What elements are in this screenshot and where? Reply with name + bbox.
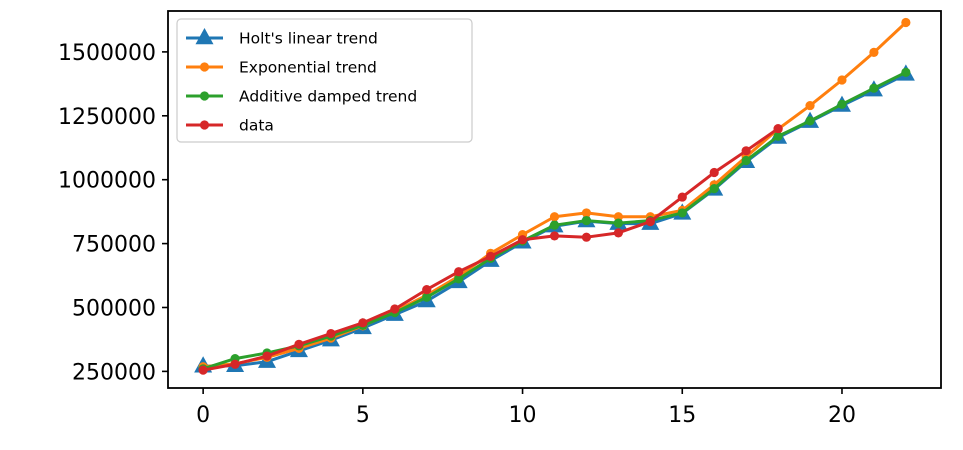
- data-point-data: [517, 235, 528, 245]
- y-tick-label: 1500000: [58, 41, 156, 66]
- data-point-data: [581, 232, 592, 242]
- legend-label: Additive damped trend: [239, 88, 417, 106]
- data-point-additive-damped-trend: [837, 99, 847, 109]
- y-tick-label: 500000: [72, 296, 156, 321]
- legend-item-additive-damped-trend: Additive damped trend: [186, 88, 417, 106]
- x-axis: 0 5 10 15 20: [196, 388, 856, 428]
- data-point-data: [454, 267, 464, 277]
- data-point-additive-damped-trend: [773, 131, 783, 141]
- legend-item-data: data: [186, 117, 274, 135]
- data-point-data: [262, 351, 272, 361]
- data-point-additive-damped-trend: [869, 83, 879, 93]
- data-point-exponential-trend: [613, 212, 623, 222]
- data-point-additive-damped-trend: [613, 218, 623, 228]
- data-point-data: [613, 228, 623, 238]
- data-point-data: [486, 251, 496, 261]
- legend-swatch-marker: [199, 120, 210, 130]
- data-point-data: [741, 146, 751, 156]
- y-axis: 250000 500000 750000 1000000 1250000 1500000: [58, 41, 168, 385]
- y-tick-label: 250000: [72, 360, 156, 385]
- legend-swatch-marker: [199, 91, 210, 101]
- data-point-additive-damped-trend: [805, 116, 815, 126]
- x-tick-label: 15: [668, 403, 696, 428]
- series-data: [198, 123, 783, 375]
- data-point-data: [709, 167, 719, 178]
- y-tick-label: 1000000: [58, 169, 156, 194]
- data-point-additive-damped-trend: [901, 67, 911, 77]
- data-point-data: [358, 318, 368, 328]
- data-point-additive-damped-trend: [549, 220, 560, 230]
- legend-item-exponential-trend: Exponential trend: [186, 59, 377, 77]
- data-point-additive-damped-trend: [709, 184, 719, 194]
- legend-label: Holt's linear trend: [239, 30, 378, 48]
- data-point-data: [390, 304, 400, 314]
- legend-swatch-marker: [195, 28, 214, 45]
- data-point-data: [645, 217, 655, 227]
- data-point-data: [773, 123, 783, 134]
- legend-label: data: [239, 117, 274, 135]
- data-point-data: [422, 284, 432, 295]
- data-point-data: [326, 328, 336, 339]
- x-tick-label: 0: [196, 403, 210, 428]
- data-point-exponential-trend: [901, 17, 911, 28]
- data-point-additive-damped-trend: [422, 292, 432, 302]
- x-tick-label: 20: [828, 403, 856, 428]
- data-point-exponential-trend: [549, 212, 560, 222]
- data-point-data: [198, 365, 208, 375]
- data-point-exponential-trend: [869, 47, 879, 58]
- y-tick-label: 750000: [72, 233, 156, 258]
- data-point-exponential-trend: [837, 75, 847, 85]
- data-point-additive-damped-trend: [677, 208, 687, 218]
- data-point-data: [549, 231, 560, 241]
- plot-marks: [194, 17, 915, 375]
- legend: Holt's linear trend Exponential trend Addi…: [176, 18, 473, 143]
- data-point-additive-damped-trend: [741, 155, 751, 166]
- data-point-data: [677, 192, 687, 202]
- x-tick-label: 10: [509, 403, 537, 428]
- legend-label: Exponential trend: [239, 59, 377, 77]
- x-tick-label: 5: [356, 403, 370, 428]
- data-point-exponential-trend: [805, 100, 815, 111]
- data-point-exponential-trend: [581, 208, 592, 218]
- plot-frame: [167, 10, 942, 389]
- data-point-data: [230, 359, 240, 369]
- legend-swatch-marker: [199, 62, 210, 72]
- data-point-data: [294, 339, 304, 349]
- data-point-additive-damped-trend: [454, 274, 464, 284]
- legend-box: [176, 18, 473, 143]
- data-point-additive-damped-trend: [581, 215, 592, 226]
- y-tick-label: 1250000: [58, 105, 156, 130]
- legend-item-holt-s-linear-trend: Holt's linear trend: [186, 28, 378, 48]
